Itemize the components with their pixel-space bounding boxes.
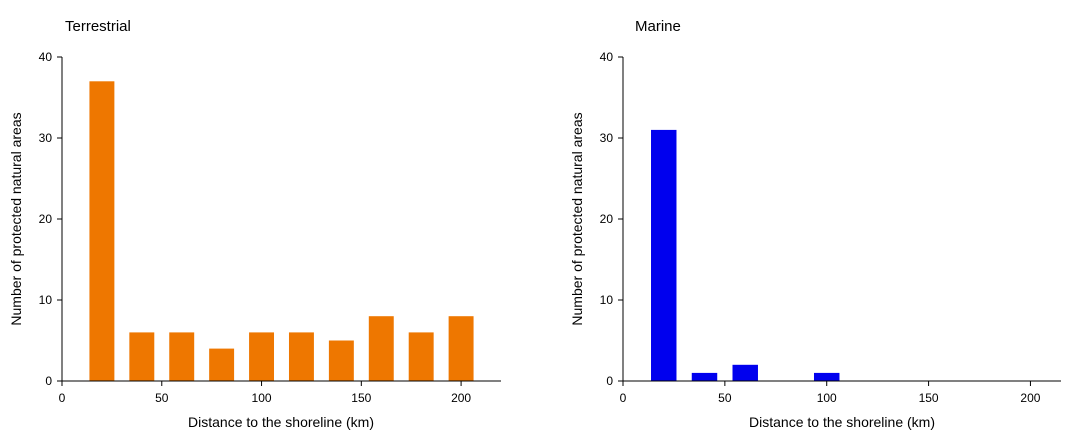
marine-chart: Marine Distance to the shoreline (km) Nu… <box>569 18 1061 430</box>
bar <box>209 348 235 381</box>
terrestrial-chart: Terrestrial Distance to the shoreline (k… <box>8 18 501 430</box>
x-tick-label: 50 <box>155 391 169 405</box>
y-axis-label: Number of protected natural areas <box>8 112 24 325</box>
x-tick-label: 100 <box>252 391 272 405</box>
y-tick-label: 40 <box>600 50 614 64</box>
x-tick-label: 50 <box>718 391 732 405</box>
x-tick-label: 0 <box>620 391 627 405</box>
bar <box>448 316 474 381</box>
y-axis-label: Number of protected natural areas <box>569 112 585 325</box>
bar <box>169 332 195 381</box>
y-tick-label: 30 <box>39 131 53 145</box>
x-tick-label: 200 <box>1020 391 1040 405</box>
x-tick-label: 100 <box>817 391 837 405</box>
bar <box>651 129 677 381</box>
y-tick-label: 0 <box>606 374 613 388</box>
y-tick-label: 20 <box>39 212 53 226</box>
bar <box>249 332 275 381</box>
bar <box>732 364 758 381</box>
bar <box>328 340 354 381</box>
y-tick-label: 30 <box>600 131 614 145</box>
x-tick-label: 150 <box>351 391 371 405</box>
chart-title: Terrestrial <box>65 18 131 35</box>
bar <box>691 372 718 381</box>
x-tick-label: 0 <box>59 391 66 405</box>
y-tick-label: 10 <box>600 293 614 307</box>
bar <box>368 316 394 381</box>
y-tick-label: 40 <box>39 50 53 64</box>
bar <box>813 372 840 381</box>
y-tick-label: 20 <box>600 212 614 226</box>
x-tick-label: 150 <box>919 391 939 405</box>
x-axis-label: Distance to the shoreline (km) <box>749 414 935 430</box>
chart-title: Marine <box>635 18 681 35</box>
bar <box>408 332 434 381</box>
y-tick-label: 0 <box>45 374 52 388</box>
x-tick-label: 200 <box>451 391 471 405</box>
y-tick-label: 10 <box>39 293 53 307</box>
bar <box>288 332 314 381</box>
bar <box>129 332 155 381</box>
x-axis-label: Distance to the shoreline (km) <box>188 414 374 430</box>
bar <box>89 81 115 382</box>
